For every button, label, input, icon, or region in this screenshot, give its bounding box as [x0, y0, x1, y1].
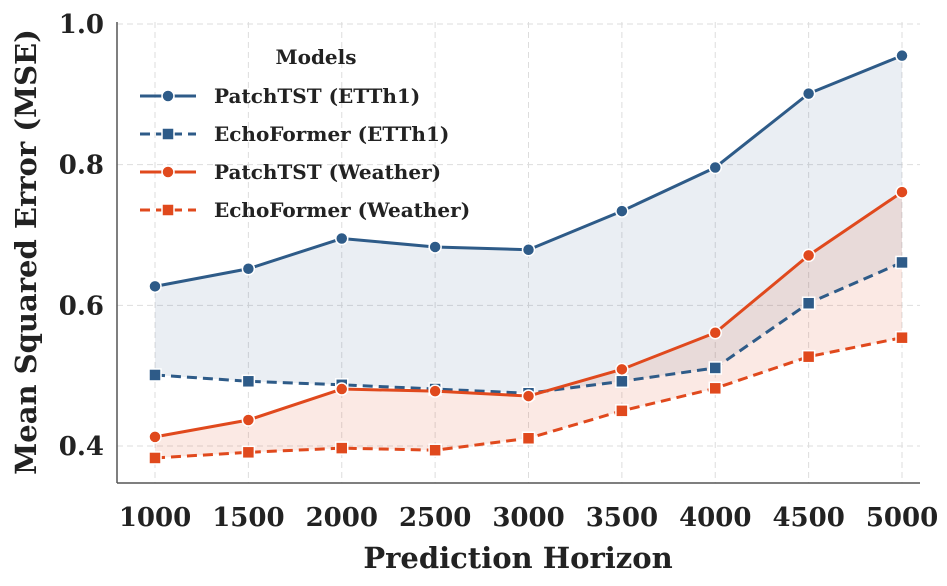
x-tick-label: 4000	[679, 503, 751, 533]
legend-item: EchoFormer (ETTh1)	[140, 122, 449, 146]
x-axis-title: Prediction Horizon	[363, 541, 672, 575]
legend-marker	[161, 127, 175, 141]
y-tick-label: 1.0	[59, 10, 104, 40]
data-point	[615, 204, 629, 218]
x-tick-label: 3500	[586, 503, 658, 533]
legend-marker	[161, 203, 175, 217]
series	[148, 48, 909, 465]
data-point	[801, 349, 816, 364]
series-3	[148, 185, 909, 444]
legend-label: EchoFormer (ETTh1)	[214, 122, 449, 146]
data-point	[521, 243, 536, 257]
x-tick-label: 1000	[119, 503, 191, 533]
data-point	[521, 431, 536, 446]
y-tick-label: 0.4	[59, 432, 104, 462]
y-tick-label: 0.8	[59, 151, 104, 181]
legend-item: EchoFormer (Weather)	[140, 198, 470, 222]
data-point	[148, 368, 162, 382]
legend-label: PatchTST (ETTh1)	[214, 84, 420, 108]
legend-marker	[161, 165, 175, 179]
data-point	[148, 451, 162, 465]
y-tick-label: 0.6	[59, 291, 104, 321]
y-axis-title: Mean Squared Error (MSE)	[9, 29, 43, 475]
data-point	[241, 445, 256, 460]
data-point	[148, 279, 162, 294]
fill-area-1	[155, 55, 902, 394]
data-point	[895, 48, 909, 63]
legend-item: PatchTST (ETTh1)	[140, 84, 420, 108]
data-point	[335, 441, 349, 455]
series-4	[148, 330, 909, 465]
data-point	[615, 404, 629, 418]
series-1	[148, 48, 909, 294]
data-point	[801, 86, 816, 101]
data-point	[148, 430, 162, 444]
data-point	[708, 160, 722, 175]
legend-label: EchoFormer (Weather)	[214, 198, 470, 222]
data-point	[428, 443, 442, 457]
x-tick-label: 5000	[866, 503, 938, 533]
x-tick-label: 2000	[306, 503, 378, 533]
data-point	[895, 185, 909, 199]
x-tick-labels: 1000 1500 2000 2500 3000 3500 4000 4500 5000	[119, 503, 938, 533]
data-point	[615, 362, 629, 377]
legend: Models PatchTST (ETTh1) EchoFormer (ETTh1…	[140, 45, 470, 222]
data-point	[708, 326, 722, 340]
legend-title: Models	[275, 45, 356, 69]
legend-marker	[161, 89, 175, 103]
x-tick-label: 2500	[399, 503, 471, 533]
data-point	[895, 330, 909, 345]
axes	[116, 22, 920, 484]
legend-label: PatchTST (Weather)	[214, 160, 441, 184]
data-point	[335, 382, 349, 396]
data-point	[801, 296, 816, 310]
data-point	[708, 381, 722, 396]
data-point	[335, 231, 349, 246]
data-point	[801, 248, 816, 263]
legend-item: PatchTST (Weather)	[140, 160, 441, 184]
x-tick-label: 1500	[212, 503, 284, 533]
data-point	[241, 413, 256, 427]
data-point	[428, 240, 442, 254]
data-point	[615, 374, 629, 389]
y-tick-labels: 0.4 0.6 0.8 1.0	[59, 10, 104, 462]
x-tick-label: 4500	[772, 503, 844, 533]
data-point	[708, 361, 722, 375]
data-point	[428, 384, 442, 398]
data-point	[241, 262, 256, 276]
x-tick-label: 3000	[492, 503, 564, 533]
data-point	[521, 389, 536, 403]
data-point	[895, 255, 909, 270]
data-point	[241, 374, 256, 389]
